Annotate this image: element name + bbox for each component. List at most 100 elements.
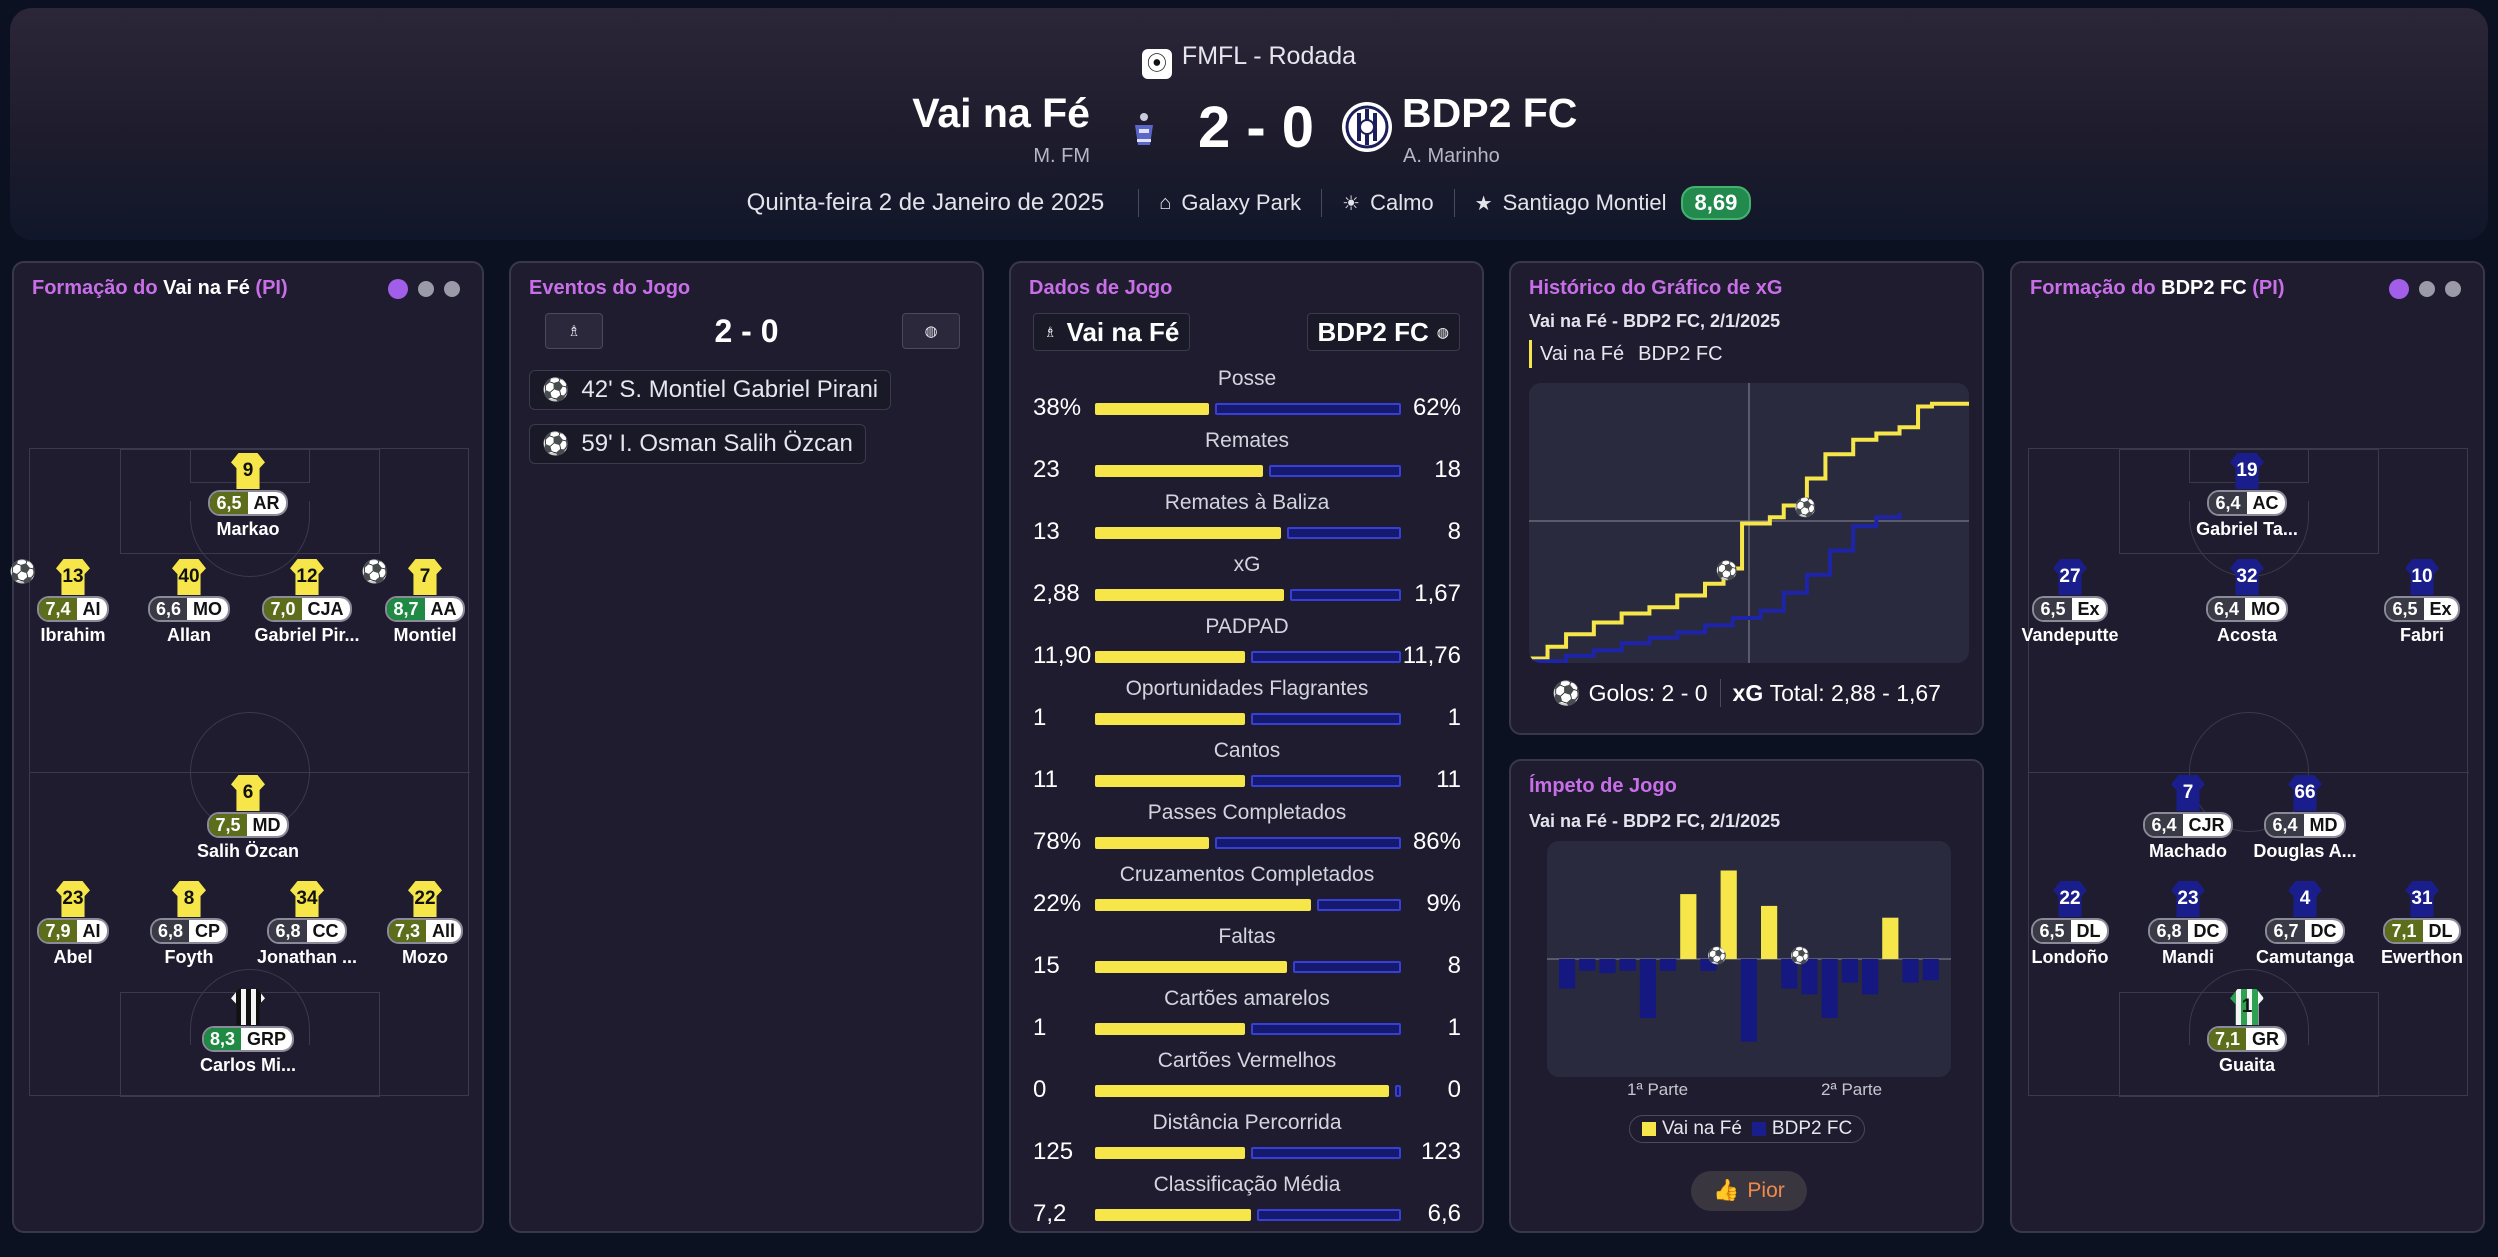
stat-label: Faltas [1218,925,1276,948]
stat-label: xG [1233,553,1261,576]
rating-badge: 6,5 Ex [2384,596,2460,622]
stat-home-value: 11 [1033,766,1058,793]
stat-away-value: 0 [1447,1076,1461,1103]
stat-label: Classificação Média [1153,1173,1341,1196]
event-goal[interactable]: ⚽ 59' I. Osman Salih Özcan [529,424,866,464]
stat-away-value: 11,76 [1402,642,1461,669]
momentum-bar [1680,894,1697,959]
player-card[interactable]: 9 6,5 AR Markao [178,453,318,540]
momentum-bar [1579,959,1596,971]
stats-away-team[interactable]: BDP2 FC ◍ [1306,313,1460,351]
stat-label: Cantos [1213,739,1281,762]
player-card[interactable]: 10 6,5 Ex Fabri [2352,559,2492,646]
events-panel: Eventos do Jogo ♗ 2 - 0 ◍ ⚽ 42' S. Montie… [509,261,984,1233]
rating-badge: 6,5 Ex [2032,596,2108,622]
page-dot[interactable] [2445,281,2461,297]
shirt-icon: 10 [2405,559,2439,595]
player-card[interactable]: 8 6,8 CP Foyth [119,881,259,968]
player-card[interactable]: 19 6,4 AC Gabriel Ta... [2177,453,2317,540]
rating-badge: 7,3 All [386,918,464,944]
stat-home-bar [1095,961,1287,973]
home-crest-icon[interactable] [1122,108,1166,152]
stat-away-bar [1215,837,1401,849]
shirt-icon: 32 [2230,559,2264,595]
away-crest-icon[interactable]: ◍ [902,313,960,349]
stat-away-bar [1287,527,1401,539]
page-dots[interactable] [388,279,460,299]
momentum-bar [1599,959,1616,974]
home-team-name[interactable]: Vai na Fé [912,90,1090,136]
page-dots[interactable] [2389,279,2461,299]
xg-chart[interactable]: ⚽ ⚽ [1529,383,1969,663]
shirt-icon: 8 [172,881,206,917]
page-dot-active[interactable] [388,279,408,299]
stadium-name[interactable]: Galaxy Park [1181,190,1302,215]
rating-badge: 6,5 DL [2031,918,2109,944]
stat-away-value: 62% [1412,394,1461,421]
player-card[interactable]: 12 7,0 CJA Gabriel Pir... [237,559,377,646]
away-crest-icon: ◍ [1436,323,1449,340]
momentum-bar [1882,917,1899,959]
momentum-chart[interactable]: ⚽ ⚽ [1547,841,1951,1077]
player-card[interactable]: 8,3 GRP Carlos Mi... [178,989,318,1076]
player-card[interactable]: 7 6,4 CJR Machado [2118,775,2258,862]
away-team-name[interactable]: BDP2 FC [1402,90,1578,136]
divider [1453,189,1455,217]
player-card[interactable]: 32 6,4 MO Acosta [2177,559,2317,646]
rating-badge: 6,8 CP [149,918,229,944]
page-dot-active[interactable] [2389,279,2409,299]
stat-row: Posse 38% 62% [1011,367,1483,429]
potm-rating-badge: 8,69 [1680,186,1752,220]
shirt-icon: 34 [290,881,324,917]
ball-icon: ⚽ [542,431,570,456]
player-card[interactable]: 1 7,1 GR Guaita [2177,989,2317,1076]
stat-home-value: 23 [1033,456,1060,483]
stat-label: Cartões Vermelhos [1157,1049,1337,1072]
shirt-icon: 6 [231,775,265,811]
event-goal[interactable]: ⚽ 42' S. Montiel Gabriel Pirani [529,370,892,410]
momentum-bar [1902,959,1919,983]
competition-label[interactable]: ⦿ FMFL - Rodada [10,42,2488,79]
momentum-bar [1761,905,1778,959]
stat-away-bar [1251,713,1401,725]
shirt-icon: 40 [172,559,206,595]
worse-button[interactable]: 👍 Pior [1691,1171,1807,1211]
player-card[interactable]: 4 6,7 DC Camutanga [2235,881,2375,968]
player-card[interactable]: 7 8,7 AA Montiel ⚽ [355,559,495,646]
page-dot[interactable] [2419,281,2435,297]
stat-label: Distância Percorrida [1152,1111,1342,1134]
player-card[interactable]: 31 7,1 DL Ewerthon [2352,881,2492,968]
stats-home-team[interactable]: ♗ Vai na Fé [1033,313,1191,351]
player-of-match[interactable]: Santiago Montiel [1502,190,1667,215]
away-manager[interactable]: A. Marinho [1403,145,1500,167]
player-card[interactable]: 22 7,3 All Mozo [355,881,495,968]
stat-away-value: 8 [1447,518,1461,545]
home-manager[interactable]: M. FM [1033,145,1090,167]
stat-away-value: 11 [1436,766,1461,793]
stat-label: Oportunidades Flagrantes [1125,677,1369,700]
momentum-bar [1740,959,1757,1042]
player-card[interactable]: 6 7,5 MD Salih Özcan [178,775,318,862]
rating-badge: 7,4 AI [37,596,109,622]
xg-history-panel: Histórico do Gráfico de xG Vai na Fé - B… [1509,261,1984,735]
page-dot[interactable] [444,281,460,297]
shirt-icon: 1 [2230,989,2264,1025]
home-pitch [29,448,470,1097]
player-card[interactable]: 22 6,5 DL Londoño [2000,881,2140,968]
player-card[interactable]: 23 6,8 DC Mandi [2118,881,2258,968]
away-crest-icon[interactable] [1342,102,1392,152]
player-card[interactable]: 27 6,5 Ex Vandeputte [2000,559,2140,646]
player-card[interactable]: 66 6,4 MD Douglas A... [2235,775,2375,862]
player-card[interactable]: 23 7,9 AI Abel [3,881,143,968]
player-card[interactable]: 34 6,8 CC Jonathan ... [237,881,377,968]
player-card[interactable]: 40 6,6 MO Allan [119,559,259,646]
home-crest-icon[interactable]: ♗ [545,313,603,349]
stat-away-value: 6,6 [1427,1200,1461,1227]
page-dot[interactable] [418,281,434,297]
xg-title: Histórico do Gráfico de xG [1529,277,1783,299]
xg-legend: Vai na Fé BDP2 FC [1529,340,1723,368]
shirt-icon: 22 [408,881,442,917]
momentum-panel: Ímpeto de Jogo Vai na Fé - BDP2 FC, 2/1/… [1509,759,1984,1233]
stat-home-value: 0 [1033,1076,1047,1103]
player-card[interactable]: 13 7,4 AI Ibrahim ⚽ [3,559,143,646]
